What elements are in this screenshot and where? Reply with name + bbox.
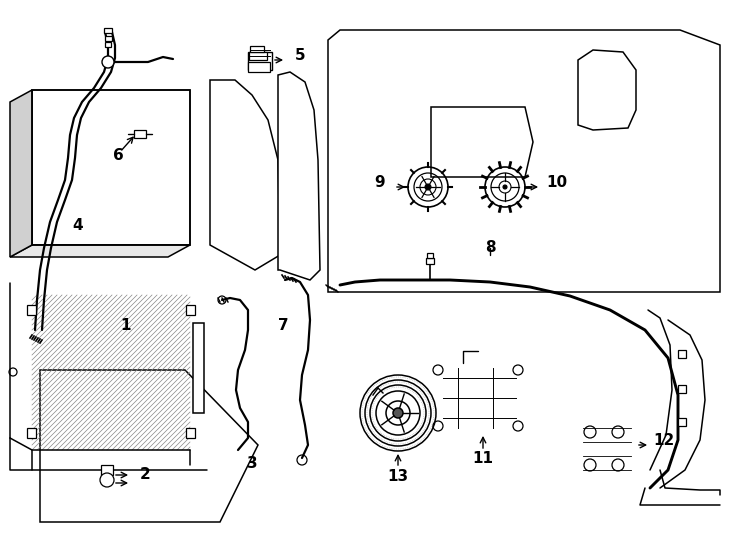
Polygon shape (278, 72, 320, 280)
Bar (427, 253, 433, 258)
Text: 5: 5 (294, 48, 305, 63)
Bar (248, 52, 272, 70)
Polygon shape (32, 90, 190, 245)
Text: 6: 6 (112, 148, 123, 163)
Bar (250, 46, 264, 52)
Bar (105, 42, 111, 47)
Circle shape (100, 473, 114, 487)
Text: 2: 2 (139, 467, 150, 482)
Circle shape (393, 408, 403, 418)
Circle shape (425, 184, 431, 190)
Bar (678, 350, 686, 358)
Text: 8: 8 (484, 240, 495, 255)
Bar (104, 28, 112, 33)
Text: 10: 10 (546, 175, 567, 190)
Polygon shape (40, 370, 258, 522)
Text: 1: 1 (120, 318, 131, 333)
Text: 4: 4 (72, 218, 83, 233)
Text: 11: 11 (473, 451, 493, 466)
Text: 7: 7 (277, 318, 288, 333)
Bar (27, 305, 36, 315)
Polygon shape (328, 30, 720, 292)
Circle shape (102, 56, 114, 68)
Bar (101, 465, 113, 475)
Polygon shape (431, 107, 533, 177)
Bar (193, 323, 204, 413)
Text: 3: 3 (247, 456, 258, 471)
Bar (426, 258, 434, 264)
Bar (249, 52, 267, 60)
Bar (27, 428, 36, 438)
Polygon shape (10, 245, 190, 257)
Polygon shape (210, 80, 280, 270)
Bar (186, 428, 195, 438)
Polygon shape (578, 50, 636, 130)
Bar (678, 418, 686, 426)
Bar (134, 130, 146, 138)
Text: 13: 13 (388, 469, 409, 484)
Polygon shape (10, 90, 32, 257)
Text: 9: 9 (374, 175, 385, 190)
Polygon shape (32, 90, 190, 245)
Bar (105, 36, 112, 41)
Bar (248, 62, 270, 72)
Bar (678, 385, 686, 393)
Bar (186, 305, 195, 315)
Circle shape (503, 185, 507, 189)
Text: 12: 12 (653, 433, 675, 448)
